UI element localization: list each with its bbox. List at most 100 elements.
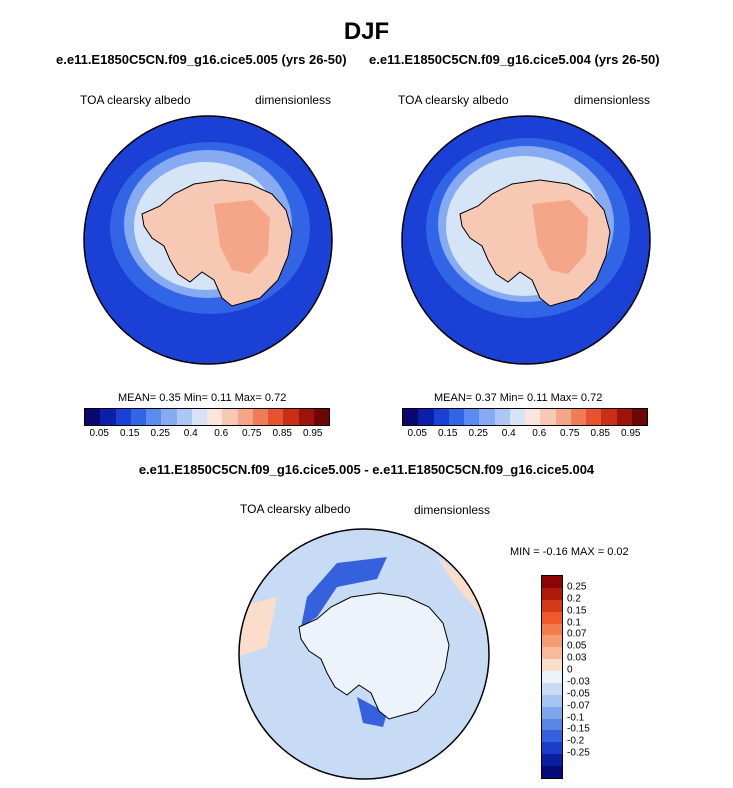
- colorbar-swatch: [542, 742, 562, 755]
- colorbar-swatch: [542, 659, 562, 671]
- colorbar-tick-label: 0.05: [407, 428, 427, 439]
- diff-minmax: MIN = -0.16 MAX = 0.02: [510, 546, 629, 558]
- colorbar-tick-label: -0.25: [567, 747, 590, 759]
- colorbar-tick-label: -0.03: [567, 676, 590, 688]
- colorbar-tick-label: 0.4: [183, 428, 198, 439]
- colorbar-swatch: [542, 599, 562, 612]
- colorbar-swatch: [542, 671, 562, 683]
- colorbar-tick-label: 0.25: [468, 428, 488, 439]
- diff-strong-band: [301, 557, 387, 627]
- panel1-colorbar-ticks: 0.05 0.15 0.25 0.4 0.6 0.75 0.85 0.95: [84, 428, 328, 442]
- diff-positive-patch: [437, 557, 489, 627]
- colorbar-swatch: [252, 409, 268, 425]
- min-value: 0.11: [526, 392, 548, 404]
- colorbar-tick-label: 0.15: [438, 428, 458, 439]
- panel1-polar-map: [83, 115, 333, 365]
- colorbar-swatch: [464, 409, 480, 425]
- colorbar-swatch: [161, 409, 177, 425]
- colorbar-swatch: [542, 706, 562, 719]
- colorbar-tick-label: -0.2: [567, 735, 585, 747]
- mean-label: MEAN=: [118, 392, 157, 404]
- colorbar-tick-label: 0.1: [567, 617, 581, 629]
- panel2-polar-map: [401, 115, 651, 365]
- diff-colorbar-ticks: 0.25 0.2 0.15 0.1 0.07 0.05 0.03 0 -0.03 -0.05 -0.…: [567, 575, 627, 777]
- panel1-units-label: dimensionless: [255, 93, 332, 107]
- colorbar-tick-label: 0.05: [89, 428, 109, 439]
- colorbar-swatch: [283, 409, 299, 425]
- colorbar-swatch: [298, 409, 314, 425]
- colorbar-swatch: [191, 409, 207, 425]
- colorbar-swatch: [115, 409, 131, 425]
- colorbar-swatch: [222, 409, 238, 425]
- colorbar-swatch: [601, 409, 617, 425]
- min-value: 0.11: [210, 392, 232, 404]
- colorbar-swatch: [542, 766, 562, 778]
- colorbar-swatch: [176, 409, 192, 425]
- colorbar-swatch: [555, 409, 571, 425]
- page-title: DJF: [343, 18, 390, 45]
- colorbar-swatch: [542, 623, 562, 636]
- colorbar-tick-label: 0.85: [272, 428, 292, 439]
- colorbar-swatch: [631, 409, 647, 425]
- mean-value: 0.35: [159, 392, 181, 404]
- diff-title: e.e11.E1850C5CN.f09_g16.cice5.005 - e.e1…: [138, 462, 595, 477]
- colorbar-swatch: [616, 409, 632, 425]
- colorbar-swatch: [542, 587, 562, 600]
- colorbar-tick-label: -0.15: [567, 723, 590, 735]
- colorbar-swatch: [146, 409, 162, 425]
- colorbar-swatch: [448, 409, 464, 425]
- colorbar-swatch: [542, 576, 562, 588]
- panel2-stats: MEAN= 0.37 Min= 0.11 Max= 0.72: [434, 392, 602, 404]
- colorbar-swatch: [403, 409, 419, 425]
- colorbar-tick-label: 0.05: [567, 640, 587, 652]
- colorbar-tick-label: 0.25: [150, 428, 170, 439]
- diff-units-label: dimensionless: [414, 503, 491, 517]
- diff-polar-map: [238, 528, 490, 780]
- colorbar-tick-label: 0.95: [303, 428, 323, 439]
- colorbar-tick-label: 0.03: [567, 652, 587, 664]
- colorbar-tick-label: 0.6: [214, 428, 229, 439]
- colorbar-swatch: [542, 718, 562, 731]
- diff-strong-patch: [357, 697, 387, 727]
- colorbar-tick-label: 0.15: [120, 428, 140, 439]
- max-value: 0.72: [264, 392, 287, 404]
- min-label: Min=: [183, 392, 208, 404]
- colorbar-swatch: [542, 611, 562, 624]
- colorbar-swatch: [494, 409, 510, 425]
- panel1-variable-label: TOA clearsky albedo: [80, 93, 191, 107]
- colorbar-swatch: [525, 409, 541, 425]
- colorbar-swatch: [540, 409, 556, 425]
- colorbar-swatch: [207, 409, 223, 425]
- colorbar-tick-label: 0.2: [567, 593, 581, 605]
- panel2-colorbar-ticks: 0.05 0.15 0.25 0.4 0.6 0.75 0.85 0.95: [402, 428, 646, 442]
- min-label: Min=: [499, 392, 524, 404]
- max-label: Max=: [550, 392, 578, 404]
- colorbar-swatch: [509, 409, 525, 425]
- panel2-variable-label: TOA clearsky albedo: [398, 93, 509, 107]
- colorbar-swatch: [237, 409, 253, 425]
- panel1-case-title: e.e11.E1850C5CN.f09_g16.cice5.005 (yrs 2…: [56, 52, 347, 67]
- colorbar-tick-label: 0.15: [567, 605, 587, 617]
- colorbar-swatch: [542, 682, 562, 695]
- colorbar-tick-label: 0.25: [567, 581, 587, 593]
- antarctica-landmass: [298, 592, 450, 720]
- colorbar-tick-label: 0.07: [567, 628, 587, 640]
- colorbar-tick-label: 0: [567, 664, 573, 676]
- colorbar-tick-label: -0.05: [567, 688, 590, 700]
- colorbar-tick-label: 0.85: [590, 428, 610, 439]
- plateau: [214, 200, 270, 274]
- colorbar-swatch: [130, 409, 146, 425]
- panel2-colorbar: [402, 408, 648, 426]
- colorbar-swatch: [85, 409, 101, 425]
- diff-variable-label: TOA clearsky albedo: [240, 502, 351, 516]
- colorbar-swatch: [268, 409, 284, 425]
- colorbar-swatch: [479, 409, 495, 425]
- panel2-case-title: e.e11.E1850C5CN.f09_g16.cice5.004 (yrs 2…: [369, 52, 660, 67]
- colorbar-tick-label: 0.75: [242, 428, 262, 439]
- colorbar-swatch: [313, 409, 329, 425]
- colorbar-tick-label: 0.95: [621, 428, 641, 439]
- panel1-stats: MEAN= 0.35 Min= 0.11 Max= 0.72: [118, 392, 286, 404]
- colorbar-swatch: [542, 635, 562, 648]
- colorbar-tick-label: 0.75: [560, 428, 580, 439]
- colorbar-swatch: [433, 409, 449, 425]
